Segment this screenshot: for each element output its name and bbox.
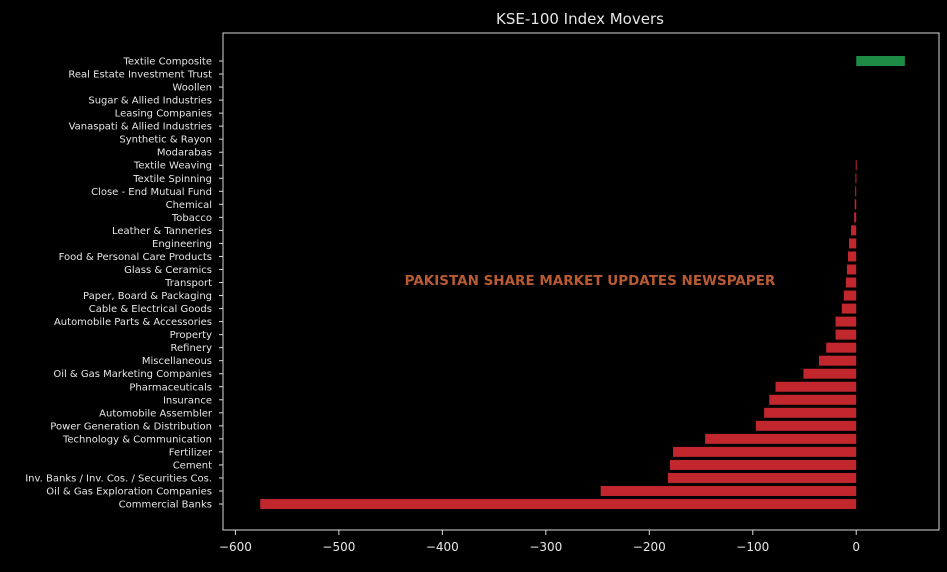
y-tick-label: Woollen (172, 83, 212, 94)
bar (835, 316, 857, 327)
bar (775, 381, 857, 392)
y-tick-label: Textile Composite (123, 57, 212, 68)
y-tick-label: Property (170, 330, 212, 341)
bar (845, 277, 857, 288)
bar (600, 485, 857, 496)
y-tick-label: Textile Weaving (133, 161, 212, 172)
y-tick-label: Close - End Mutual Fund (91, 187, 212, 198)
y-tick-label: Oil & Gas Exploration Companies (46, 486, 212, 497)
bar (854, 212, 857, 223)
bar (669, 459, 857, 470)
y-tick-label: Food & Personal Care Products (59, 252, 212, 263)
y-tick-label: Power Generation & Distribution (50, 421, 212, 432)
bar (846, 264, 857, 275)
y-tick-label: Cable & Electrical Goods (89, 304, 212, 315)
bar (855, 186, 857, 197)
y-tick-label: Oil & Gas Marketing Companies (53, 369, 212, 380)
y-tick-label: Modarabas (157, 148, 212, 159)
y-tick-label: Fertilizer (169, 447, 213, 458)
y-tick-label: Real Estate Investment Trust (68, 70, 212, 81)
bar (843, 290, 857, 301)
x-tick-label: −600 (219, 540, 252, 554)
y-tick-label: Transport (164, 278, 212, 289)
bar (769, 394, 857, 405)
bar (755, 420, 857, 431)
y-tick-label: Cement (173, 460, 212, 471)
x-tick-label: −400 (426, 540, 459, 554)
y-tick-label: Tobacco (171, 213, 212, 224)
x-tick-label: −100 (736, 540, 769, 554)
y-tick-labels: Textile Composite Real Estate Investment … (25, 57, 223, 511)
y-tick-label: Textile Spinning (132, 174, 212, 185)
y-tick-label: Technology & Communication (62, 434, 212, 445)
bars-layer (260, 56, 905, 510)
bar (835, 329, 857, 340)
y-tick-label: Engineering (152, 239, 212, 250)
x-tick-label: 0 (852, 540, 860, 554)
bar (667, 472, 857, 483)
bar (803, 368, 857, 379)
y-tick-label: Refinery (171, 343, 213, 354)
y-tick-label: Pharmaceuticals (129, 382, 212, 393)
bar (848, 238, 857, 249)
y-tick-label: Miscellaneous (142, 356, 212, 367)
y-tick-label: Commercial Banks (119, 500, 212, 511)
x-tick-label: −500 (322, 540, 355, 554)
y-tick-label: Synthetic & Rayon (119, 135, 212, 146)
bar (841, 303, 857, 314)
bar (856, 56, 905, 66)
y-tick-label: Automobile Assembler (99, 408, 213, 419)
x-tick-label: −300 (529, 540, 562, 554)
x-axis-ticks: −600 −500 −400 −300 −200 −100 0 (219, 530, 860, 554)
bar (818, 355, 857, 366)
bar (847, 251, 857, 262)
y-tick-label: Vanaspati & Allied Industries (69, 122, 212, 133)
bar (851, 225, 857, 236)
bar (854, 199, 857, 210)
bar (705, 433, 857, 444)
y-tick-label: Leasing Companies (115, 109, 212, 120)
y-tick-label: Chemical (166, 200, 212, 211)
y-tick-label: Automobile Parts & Accessories (54, 317, 212, 328)
bar (855, 160, 857, 171)
y-tick-label: Leather & Tanneries (112, 226, 212, 237)
bar (826, 342, 857, 353)
bar (764, 407, 857, 418)
bar (855, 173, 857, 184)
y-tick-label: Glass & Ceramics (124, 265, 212, 276)
chart-title: KSE-100 Index Movers (496, 10, 664, 28)
watermark-text: PAKISTAN SHARE MARKET UPDATES NEWSPAPER (405, 273, 776, 289)
y-tick-label: Paper, Board & Packaging (83, 291, 212, 302)
y-tick-label: Sugar & Allied Industries (88, 96, 212, 107)
x-tick-label: −200 (633, 540, 666, 554)
plot-frame (222, 32, 940, 531)
y-tick-label: Inv. Banks / Inv. Cos. / Securities Cos. (25, 473, 212, 484)
y-tick-label: Insurance (163, 395, 212, 406)
bar (260, 499, 857, 510)
bar (673, 446, 857, 457)
